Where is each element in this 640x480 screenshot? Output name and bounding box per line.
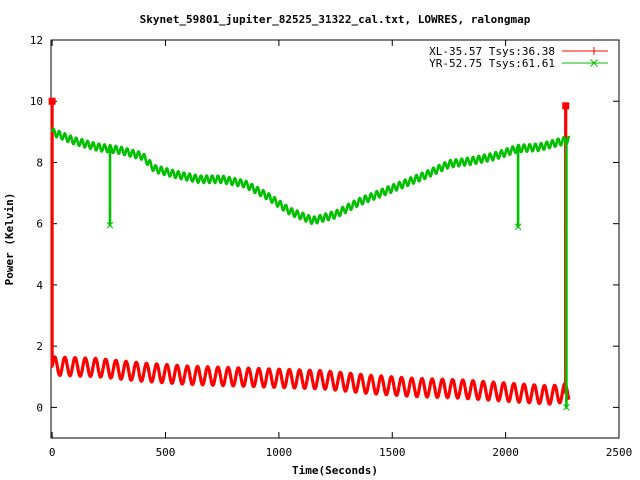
legend-marker xyxy=(590,59,598,67)
spike-point xyxy=(562,102,570,110)
series-0 xyxy=(48,97,571,406)
y-tick-label: 0 xyxy=(36,401,43,414)
x-tick-label: 2000 xyxy=(492,446,519,459)
y-tick-label: 6 xyxy=(36,218,43,231)
x-axis-label: Time(Seconds) xyxy=(292,464,378,477)
spike-point xyxy=(514,223,522,231)
spike-point xyxy=(48,97,56,105)
spike-point xyxy=(106,221,114,229)
legend-marker xyxy=(590,47,598,55)
y-tick-label: 10 xyxy=(30,95,43,108)
y-tick-label: 2 xyxy=(36,340,43,353)
series-line xyxy=(50,127,571,409)
data-layer xyxy=(48,97,571,411)
y-axis-label: Power (Kelvin) xyxy=(3,193,16,286)
x-tick-label: 0 xyxy=(49,446,56,459)
y-tick-label: 12 xyxy=(30,34,43,47)
x-tick-label: 500 xyxy=(156,446,176,459)
y-tick-label: 8 xyxy=(36,156,43,169)
x-tick-label: 1000 xyxy=(266,446,293,459)
series-1 xyxy=(50,127,571,411)
spike-point xyxy=(563,404,570,411)
x-tick-label: 2500 xyxy=(606,446,633,459)
plot-frame xyxy=(50,39,620,439)
axis-ticks: 0 500 1000 1500 2000 2500 0 2 4 6 8 10 12 xyxy=(30,34,633,459)
legend-label: XL-35.57 Tsys:36.38 xyxy=(429,45,555,58)
legend-label: YR-52.75 Tsys:61.61 xyxy=(429,57,555,70)
series-line xyxy=(50,99,571,406)
x-tick-label: 1500 xyxy=(379,446,406,459)
chart-title: Skynet_59801_jupiter_82525_31322_cal.txt… xyxy=(140,13,531,26)
y-tick-label: 4 xyxy=(36,279,43,292)
